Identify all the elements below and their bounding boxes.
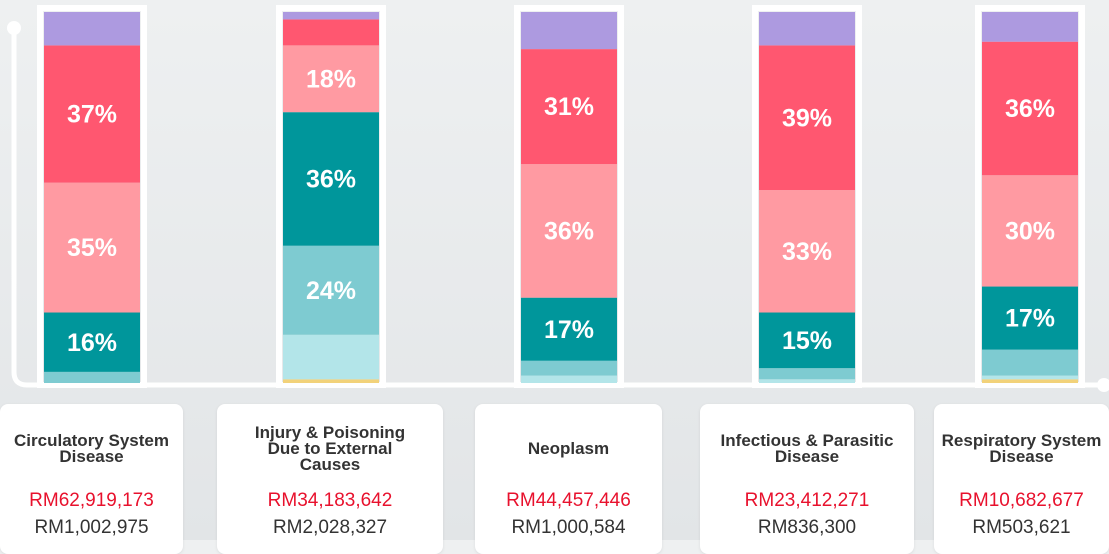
category-card: Circulatory System Disease RM62,919,173 RM… <box>0 404 183 554</box>
amount-black: RM2,028,327 <box>272 517 388 538</box>
category-name: Infectious & Parasitic Disease <box>720 431 894 466</box>
bar-segment <box>759 379 855 383</box>
axis-dot <box>7 21 21 35</box>
bar-segment <box>283 45 379 113</box>
amount-black: RM1,002,975 <box>34 517 149 538</box>
segment-label: 17% <box>544 316 594 344</box>
amount-black: RM503,621 <box>972 517 1071 538</box>
segment-label: 16% <box>67 329 117 357</box>
segment-label: 31% <box>544 93 594 121</box>
segment-label: 24% <box>306 277 356 305</box>
category-name: Neoplasm <box>527 439 610 458</box>
axis-bottom <box>11 371 1105 388</box>
bar-segment <box>521 164 617 298</box>
bar-segment <box>283 19 379 46</box>
bar-segment <box>982 12 1078 42</box>
bar-segment <box>283 112 379 246</box>
segment-label: 39% <box>782 104 832 132</box>
bar-segment <box>759 190 855 313</box>
category-card: Infectious & Parasitic Disease RM23,412,2… <box>700 404 914 554</box>
bar-segment <box>521 375 617 383</box>
amount-red: RM34,183,642 <box>267 490 393 511</box>
bar-segment <box>759 12 855 46</box>
bar-segment <box>521 49 617 165</box>
segment-label: 36% <box>306 166 356 194</box>
segment-label: 33% <box>782 238 832 266</box>
bar-segment <box>982 379 1078 383</box>
segment-label: 18% <box>306 65 356 93</box>
segment-label: 30% <box>1005 217 1055 245</box>
bar-segment <box>283 245 379 335</box>
bar-segment <box>44 45 140 183</box>
bar-frame <box>752 5 862 388</box>
bar-segment <box>982 175 1078 287</box>
bar-segment <box>759 45 855 191</box>
bar-frame <box>37 5 147 388</box>
bar-frame <box>276 5 386 388</box>
bar-segment <box>759 368 855 380</box>
bar-frame <box>514 5 624 388</box>
bar-segment <box>521 360 617 376</box>
bar-segment <box>982 375 1078 380</box>
bar-segment <box>44 371 140 383</box>
bar-frame <box>975 5 1085 388</box>
amount-red: RM44,457,446 <box>506 490 631 511</box>
chart: 16% 35% 37% 24% 36% 18% 17% 36% 31% 15% 33% 39% 17% 3… <box>7 5 1109 392</box>
amount-red: RM23,412,271 <box>744 490 870 511</box>
bar-segment <box>982 41 1078 176</box>
amount-black: RM836,300 <box>757 517 857 538</box>
segment-label: 36% <box>1005 95 1055 123</box>
category-name: Injury & Poisoning Due to External Cause… <box>254 423 406 474</box>
bar-segment <box>44 12 140 46</box>
bar-segment <box>44 182 140 313</box>
axis-dot <box>1097 378 1109 392</box>
bar-segment <box>44 312 140 372</box>
category-card: Respiratory System Disease RM10,682,677 RM… <box>934 404 1109 554</box>
category-name: Respiratory System Disease <box>941 431 1102 466</box>
bar-segment <box>982 286 1078 350</box>
segment-label: 36% <box>544 217 594 245</box>
bar-segment <box>521 12 617 50</box>
bar-segment <box>283 334 379 380</box>
segment-label: 37% <box>67 101 117 129</box>
segment-label: 15% <box>782 327 832 355</box>
bar-segment <box>521 297 617 361</box>
bar-segment <box>759 312 855 369</box>
page: 16% 35% 37% 24% 36% 18% 17% 36% 31% 15% 33% 39% 17% 3… <box>0 0 1109 540</box>
category-card: Neoplasm RM44,457,446 RM1,000,584 <box>475 404 662 554</box>
amount-red: RM62,919,173 <box>29 490 154 511</box>
amount-red: RM10,682,677 <box>959 490 1084 511</box>
bar-segment <box>982 349 1078 376</box>
segment-label: 35% <box>67 234 117 262</box>
bar-segment <box>283 379 379 383</box>
category-card: Injury & Poisoning Due to External Cause… <box>217 404 443 554</box>
segment-label: 17% <box>1005 305 1055 333</box>
bars: 16% 35% 37% 24% 36% 18% 17% 36% 31% 15% 33% 39% 17% 3… <box>37 5 1085 388</box>
bar-segment <box>283 12 379 20</box>
amount-black: RM1,000,584 <box>511 517 626 538</box>
category-name: Circulatory System Disease <box>14 431 169 466</box>
